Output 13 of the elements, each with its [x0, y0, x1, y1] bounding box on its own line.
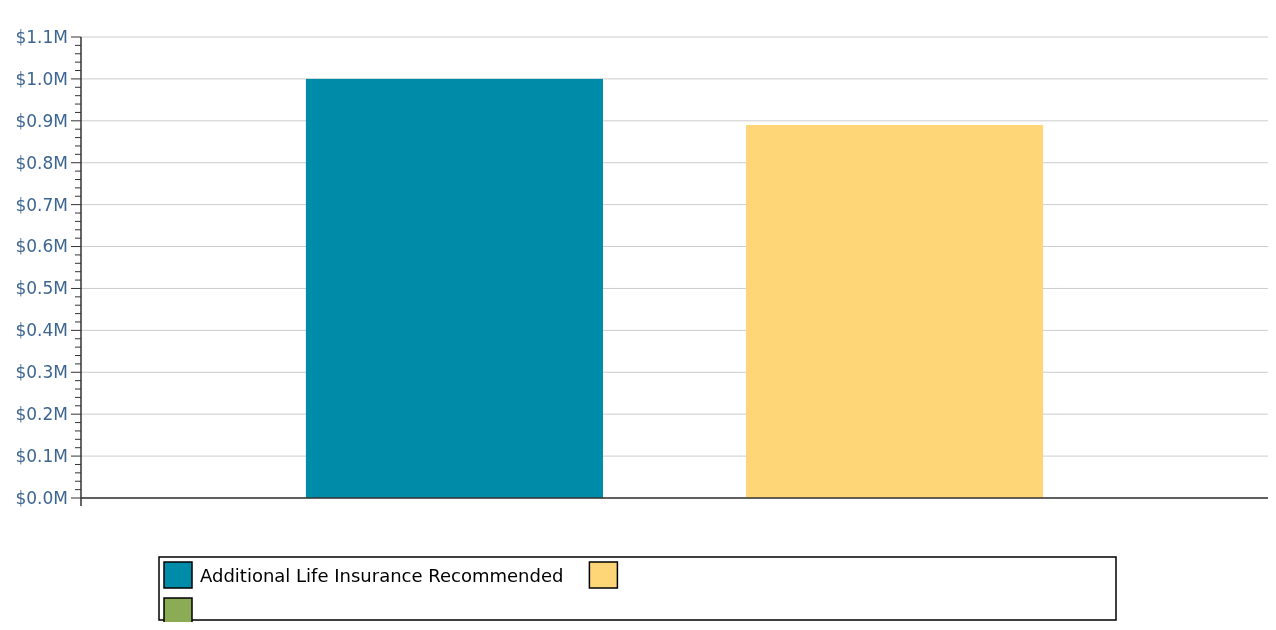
y-tick-label: $0.8M — [15, 152, 68, 173]
legend-label: Additional Life Insurance Recommended — [200, 565, 564, 586]
y-tick-label: $1.0M — [15, 68, 68, 89]
y-tick-label: $0.1M — [15, 446, 68, 467]
y-tick-label: $0.7M — [15, 194, 68, 215]
y-tick-label: $0.6M — [15, 236, 68, 257]
y-tick-label: $0.0M — [15, 487, 68, 508]
y-tick-label: $0.5M — [15, 278, 68, 299]
y-tick-label: $1.1M — [15, 26, 68, 47]
y-tick-label: $0.2M — [15, 404, 68, 425]
y-tick-label: $0.9M — [15, 110, 68, 131]
y-tick-label: $0.3M — [15, 362, 68, 383]
y-tick-label: $0.4M — [15, 320, 68, 341]
